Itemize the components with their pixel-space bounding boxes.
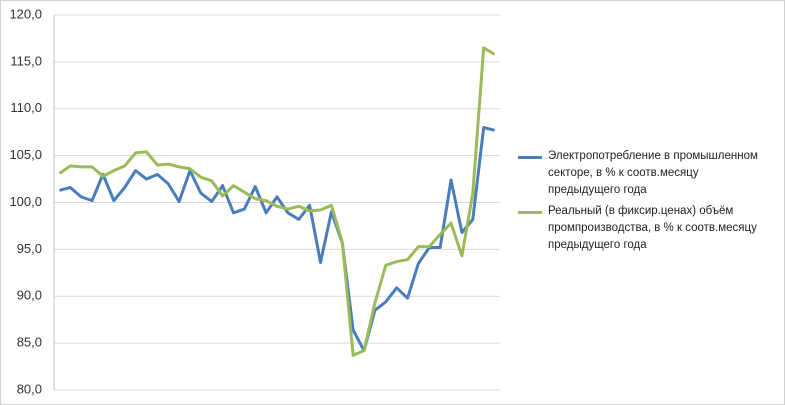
y-tick-label: 80,0 (17, 381, 42, 396)
series-line (59, 126, 495, 353)
y-tick-label: 100,0 (9, 194, 42, 209)
y-tick-label: 85,0 (17, 335, 42, 350)
legend-swatch (518, 156, 542, 159)
y-tick-label: 95,0 (17, 241, 42, 256)
legend-label: Реальный (в фиксир.ценах) объём промпрои… (548, 205, 757, 251)
series-line (58, 46, 496, 357)
y-tick-label: 120,0 (9, 6, 42, 21)
legend-item: Реальный (в фиксир.ценах) объём промпрои… (518, 203, 768, 254)
legend-item: Электропотребление в промышленном сектор… (518, 148, 768, 199)
y-tick-label: 90,0 (17, 288, 42, 303)
legend: Электропотребление в промышленном сектор… (518, 148, 768, 258)
legend-label: Электропотребление в промышленном сектор… (548, 150, 758, 196)
y-tick-label: 110,0 (10, 100, 42, 115)
y-tick-label: 105,0 (9, 147, 42, 162)
y-tick-label: 115,0 (10, 53, 42, 68)
legend-swatch (518, 211, 542, 214)
